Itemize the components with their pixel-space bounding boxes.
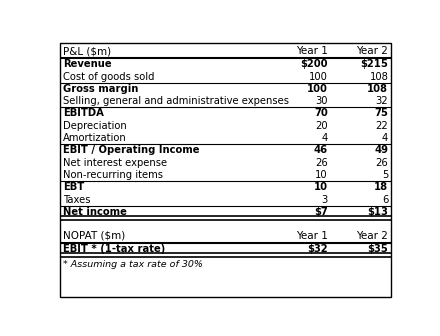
Text: Depreciation: Depreciation [63, 121, 127, 131]
Text: Net income: Net income [63, 207, 127, 217]
Text: 4: 4 [322, 133, 328, 143]
Text: 6: 6 [382, 195, 388, 205]
Text: 20: 20 [315, 121, 328, 131]
Text: 10: 10 [315, 170, 328, 180]
Text: 10: 10 [314, 182, 328, 193]
Text: 49: 49 [374, 145, 388, 156]
Text: 32: 32 [376, 96, 388, 106]
Text: 26: 26 [375, 158, 388, 168]
Text: Gross margin: Gross margin [63, 84, 138, 94]
Text: NOPAT ($m): NOPAT ($m) [63, 231, 125, 241]
Text: 4: 4 [382, 133, 388, 143]
Text: 22: 22 [375, 121, 388, 131]
Text: Amortization: Amortization [63, 133, 127, 143]
Text: 108: 108 [367, 84, 388, 94]
Text: $200: $200 [301, 59, 328, 69]
Text: Net interest expense: Net interest expense [63, 158, 167, 168]
Text: P&L ($m): P&L ($m) [63, 46, 111, 56]
Text: Taxes: Taxes [63, 195, 90, 205]
Text: Year 2: Year 2 [356, 46, 388, 56]
Text: Revenue: Revenue [63, 59, 111, 69]
Text: $215: $215 [360, 59, 388, 69]
Text: 30: 30 [315, 96, 328, 106]
Text: $32: $32 [307, 244, 328, 254]
Text: 70: 70 [314, 109, 328, 119]
Text: $35: $35 [367, 244, 388, 254]
Text: 5: 5 [382, 170, 388, 180]
Text: 46: 46 [314, 145, 328, 156]
Text: EBT: EBT [63, 182, 84, 193]
Text: EBIT * (1-tax rate): EBIT * (1-tax rate) [63, 244, 165, 254]
Text: $7: $7 [314, 207, 328, 217]
Text: Cost of goods sold: Cost of goods sold [63, 72, 154, 82]
Text: Selling, general and administrative expenses: Selling, general and administrative expe… [63, 96, 289, 106]
Text: 108: 108 [369, 72, 388, 82]
Text: 3: 3 [322, 195, 328, 205]
Text: 75: 75 [374, 109, 388, 119]
Text: Non-recurring items: Non-recurring items [63, 170, 163, 180]
Text: 100: 100 [307, 84, 328, 94]
Text: 26: 26 [315, 158, 328, 168]
Text: 100: 100 [309, 72, 328, 82]
Text: 18: 18 [374, 182, 388, 193]
Text: Year 2: Year 2 [356, 231, 388, 241]
Text: * Assuming a tax rate of 30%: * Assuming a tax rate of 30% [63, 260, 203, 269]
Text: $13: $13 [367, 207, 388, 217]
Text: Year 1: Year 1 [296, 46, 328, 56]
Text: EBIT / Operating Income: EBIT / Operating Income [63, 145, 199, 156]
Text: Year 1: Year 1 [296, 231, 328, 241]
Text: EBITDA: EBITDA [63, 109, 104, 119]
